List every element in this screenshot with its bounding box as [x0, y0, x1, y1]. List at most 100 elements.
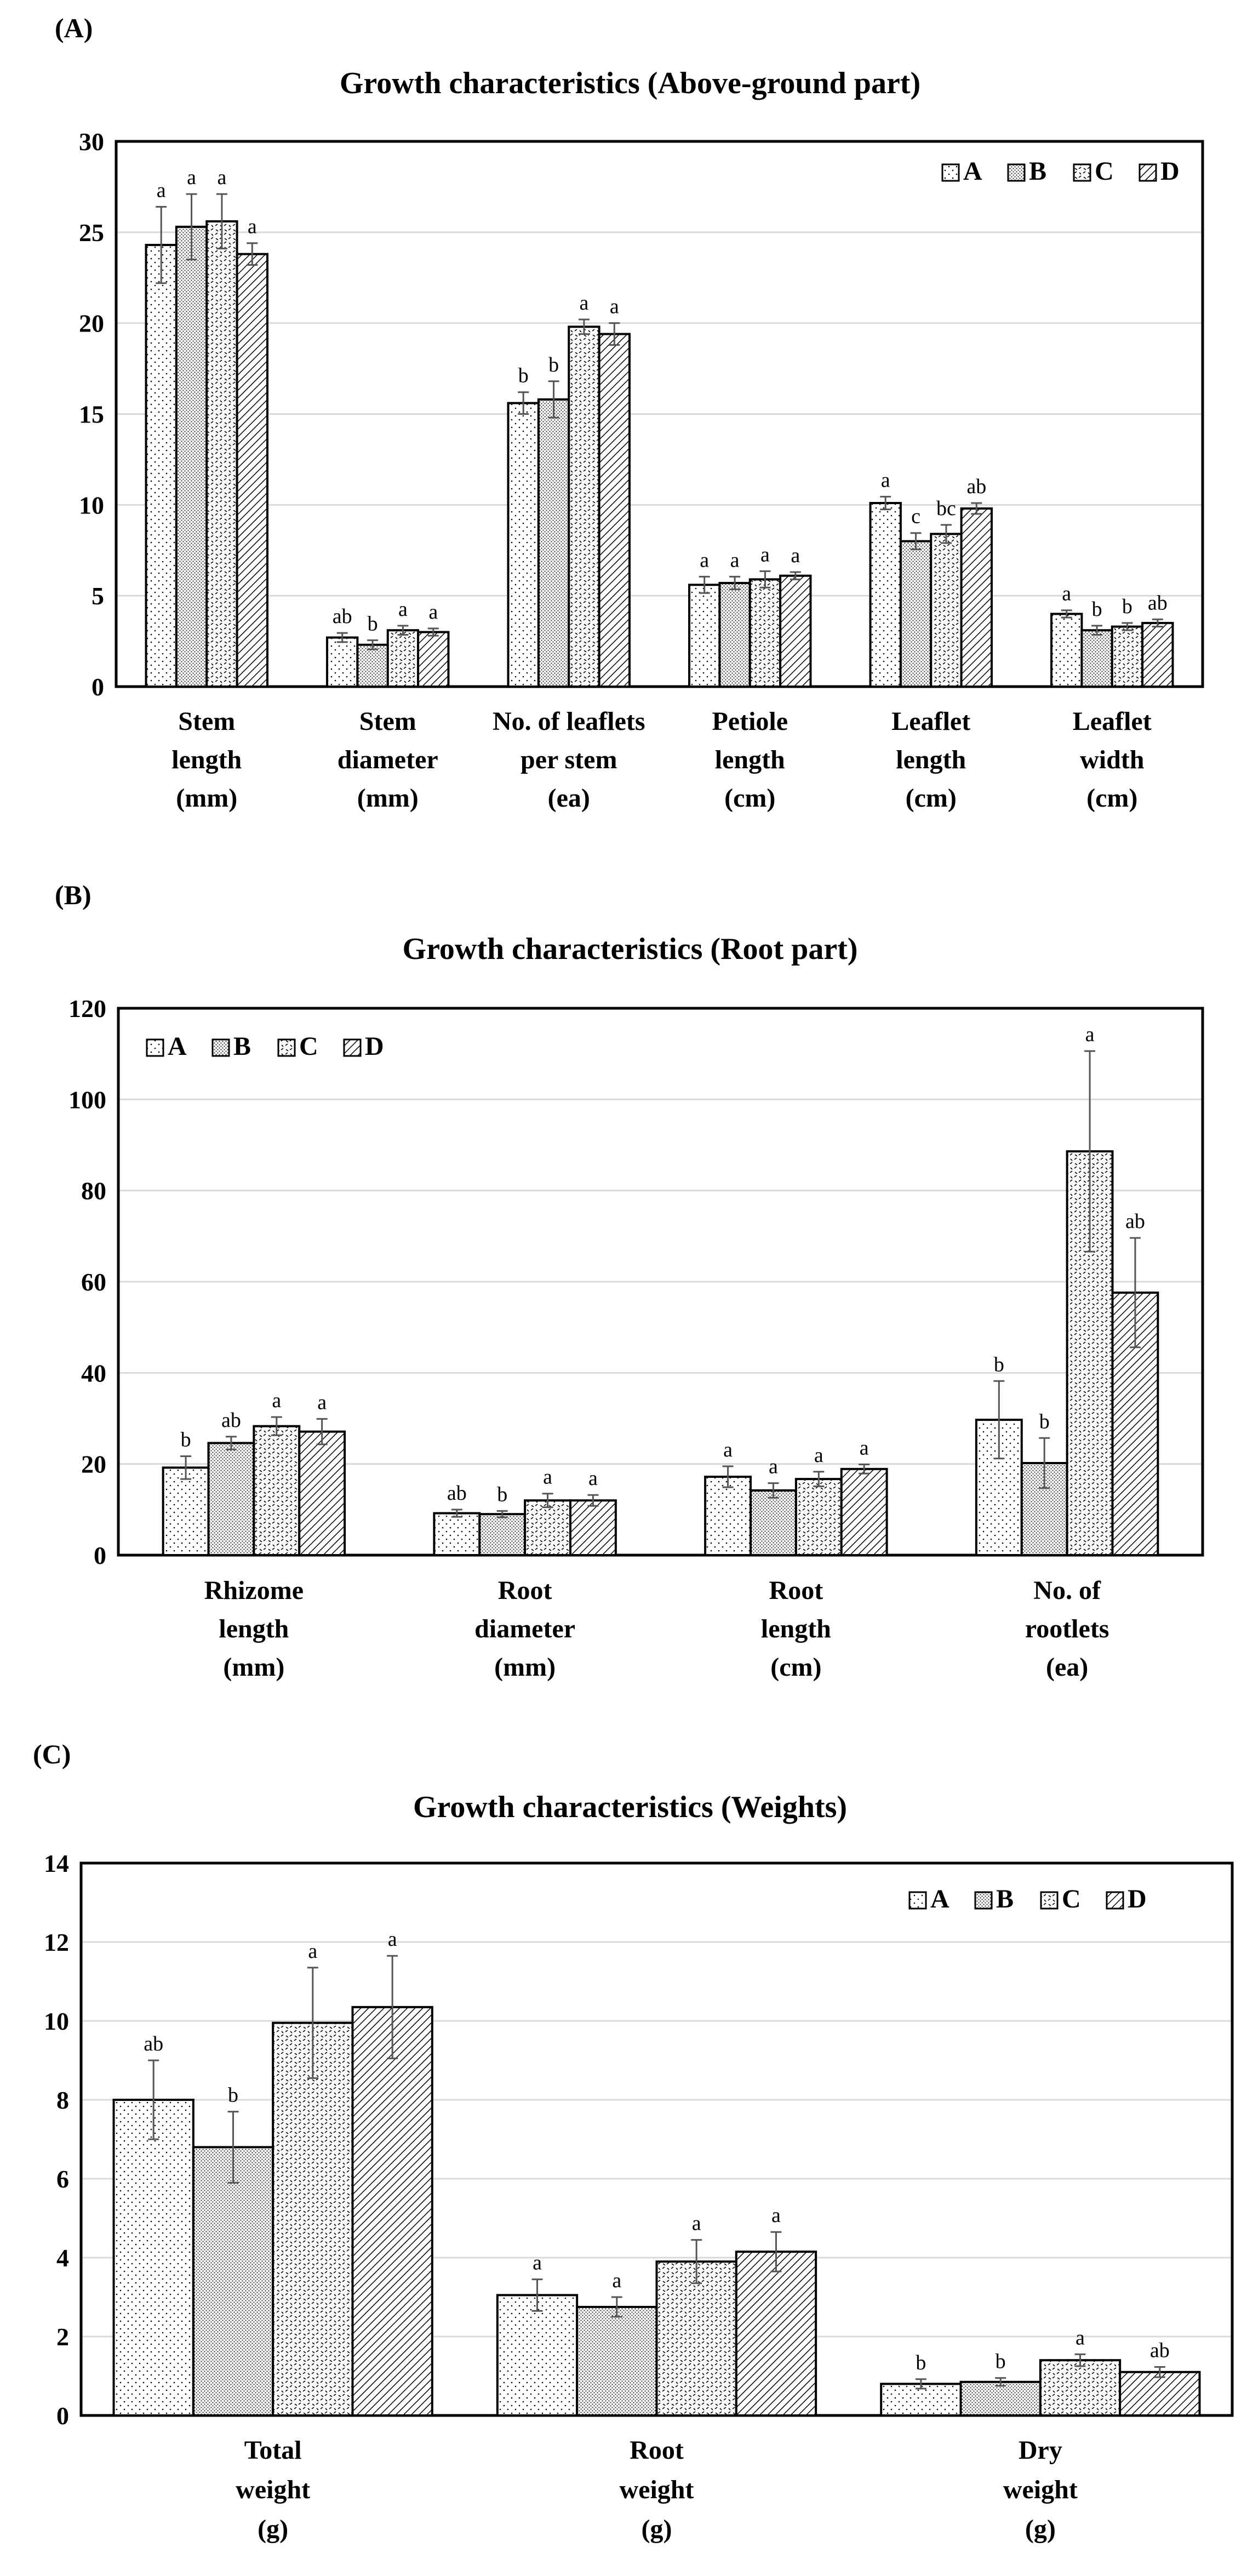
significance-letter: b — [228, 2084, 238, 2107]
bar-d — [779, 574, 812, 688]
significance-letter: b — [368, 612, 378, 635]
legend-label: C — [1062, 1884, 1081, 1914]
significance-letter: ab — [221, 1409, 241, 1432]
legend-swatch-b — [1007, 163, 1026, 182]
plot-frame — [117, 1007, 1204, 1557]
panel-label: (C) — [33, 1739, 71, 1769]
bar-b — [576, 2306, 658, 2417]
y-tick-label: 80 — [81, 1177, 106, 1205]
significance-letter: ab — [966, 475, 986, 498]
bar-d — [960, 507, 993, 688]
significance-letter: b — [497, 1483, 507, 1506]
chart-above-ground: (A) Growth characteristics (Above-ground … — [55, 13, 1204, 813]
significance-letter: a — [248, 215, 257, 238]
significance-letter: a — [533, 2252, 542, 2275]
bar-b — [207, 1442, 255, 1557]
significance-letter: b — [1039, 1410, 1050, 1433]
significance-letter: a — [308, 1940, 317, 1963]
legend-label: B — [1029, 157, 1046, 186]
significance-letter: a — [157, 179, 166, 202]
bar-c — [253, 1425, 301, 1556]
bar-d — [598, 333, 631, 688]
bar-a — [162, 1466, 210, 1556]
y-tick-label: 2 — [56, 2323, 69, 2351]
significance-letter: a — [187, 166, 196, 189]
bar-d — [1141, 621, 1174, 688]
bar-a — [145, 244, 178, 688]
y-tick-label: 0 — [91, 673, 104, 701]
category-label: Root weight (g) — [620, 2436, 694, 2544]
bar-d — [840, 1467, 888, 1556]
legend-swatch-d — [343, 1038, 362, 1057]
category-label: Petiole length (cm) — [712, 707, 788, 813]
category-label: Stem diameter (mm) — [338, 707, 438, 813]
significance-letter: a — [730, 549, 740, 572]
bar-c — [1039, 2359, 1122, 2417]
bar-a — [496, 2294, 579, 2417]
bar-b — [1080, 629, 1113, 688]
category-label: Total weight (g) — [236, 2436, 310, 2544]
y-tick-label: 5 — [91, 582, 104, 610]
legend: A B C D — [941, 157, 1180, 186]
y-tick-label: 10 — [79, 491, 104, 519]
significance-letter: b — [1122, 595, 1132, 618]
significance-letter: b — [996, 2350, 1006, 2373]
panel-label: (B) — [55, 879, 91, 910]
legend-swatch-c — [277, 1038, 296, 1057]
significance-letter: a — [771, 2204, 781, 2227]
y-tick-label: 12 — [44, 1928, 69, 1956]
significance-letter: b — [1092, 598, 1102, 621]
bar-c — [655, 2260, 737, 2417]
legend-swatch-a — [941, 163, 960, 182]
y-tick-label: 8 — [56, 2086, 69, 2114]
legend-swatch-b — [974, 1891, 993, 1910]
bar-c — [568, 325, 600, 688]
y-tick-label: 6 — [56, 2165, 69, 2193]
bar-c — [272, 2021, 354, 2417]
bar-a — [704, 1475, 752, 1557]
y-tick-label: 10 — [44, 2007, 69, 2035]
significance-letter: a — [398, 598, 408, 621]
legend-label: B — [996, 1884, 1014, 1914]
significance-letter: b — [994, 1353, 1004, 1376]
significance-letter: bc — [936, 497, 956, 520]
significance-letter: a — [543, 1466, 552, 1489]
significance-letter: a — [791, 544, 800, 567]
significance-letter: a — [610, 295, 619, 318]
category-label: Leaflet width (cm) — [1073, 707, 1152, 813]
y-tick-label: 120 — [68, 995, 106, 1023]
bar-d — [735, 2251, 817, 2417]
bar-b — [537, 398, 570, 688]
significance-letter: a — [760, 543, 770, 566]
bar-b — [718, 581, 751, 688]
chart-title: Growth characteristics (Weights) — [413, 1790, 847, 1824]
significance-letter: ab — [333, 605, 352, 628]
bar-d — [1119, 2371, 1201, 2417]
significance-letter: b — [518, 364, 529, 387]
y-tick-label: 0 — [94, 1541, 106, 1569]
y-tick-label: 4 — [56, 2244, 69, 2272]
significance-letter: ab — [1125, 1210, 1145, 1233]
legend-label: A — [930, 1884, 949, 1914]
legend-swatch-d — [1106, 1891, 1124, 1910]
chart-title: Growth characteristics (Above-ground par… — [340, 66, 920, 100]
bar-c — [930, 533, 963, 688]
significance-letter: c — [911, 505, 920, 528]
bar-d — [236, 253, 268, 688]
significance-letter: ab — [447, 1482, 467, 1505]
bar-d — [569, 1499, 617, 1556]
legend: A B C D — [908, 1884, 1147, 1914]
y-tick-label: 60 — [81, 1268, 106, 1296]
y-tick-label: 14 — [44, 1849, 69, 1877]
bar-a — [112, 2099, 195, 2417]
significance-letter: a — [692, 2212, 701, 2235]
significance-letter: b — [916, 2351, 926, 2374]
bar-a — [507, 402, 540, 688]
significance-letter: a — [272, 1389, 281, 1412]
y-tick-label: 30 — [79, 128, 104, 156]
chart-root-part: (B) Growth characteristics (Root part) 0 20… — [55, 879, 1204, 1682]
significance-letter: a — [317, 1391, 327, 1414]
legend-label: D — [1128, 1884, 1147, 1914]
significance-letter: a — [881, 469, 890, 492]
legend: A B C D — [146, 1032, 384, 1061]
